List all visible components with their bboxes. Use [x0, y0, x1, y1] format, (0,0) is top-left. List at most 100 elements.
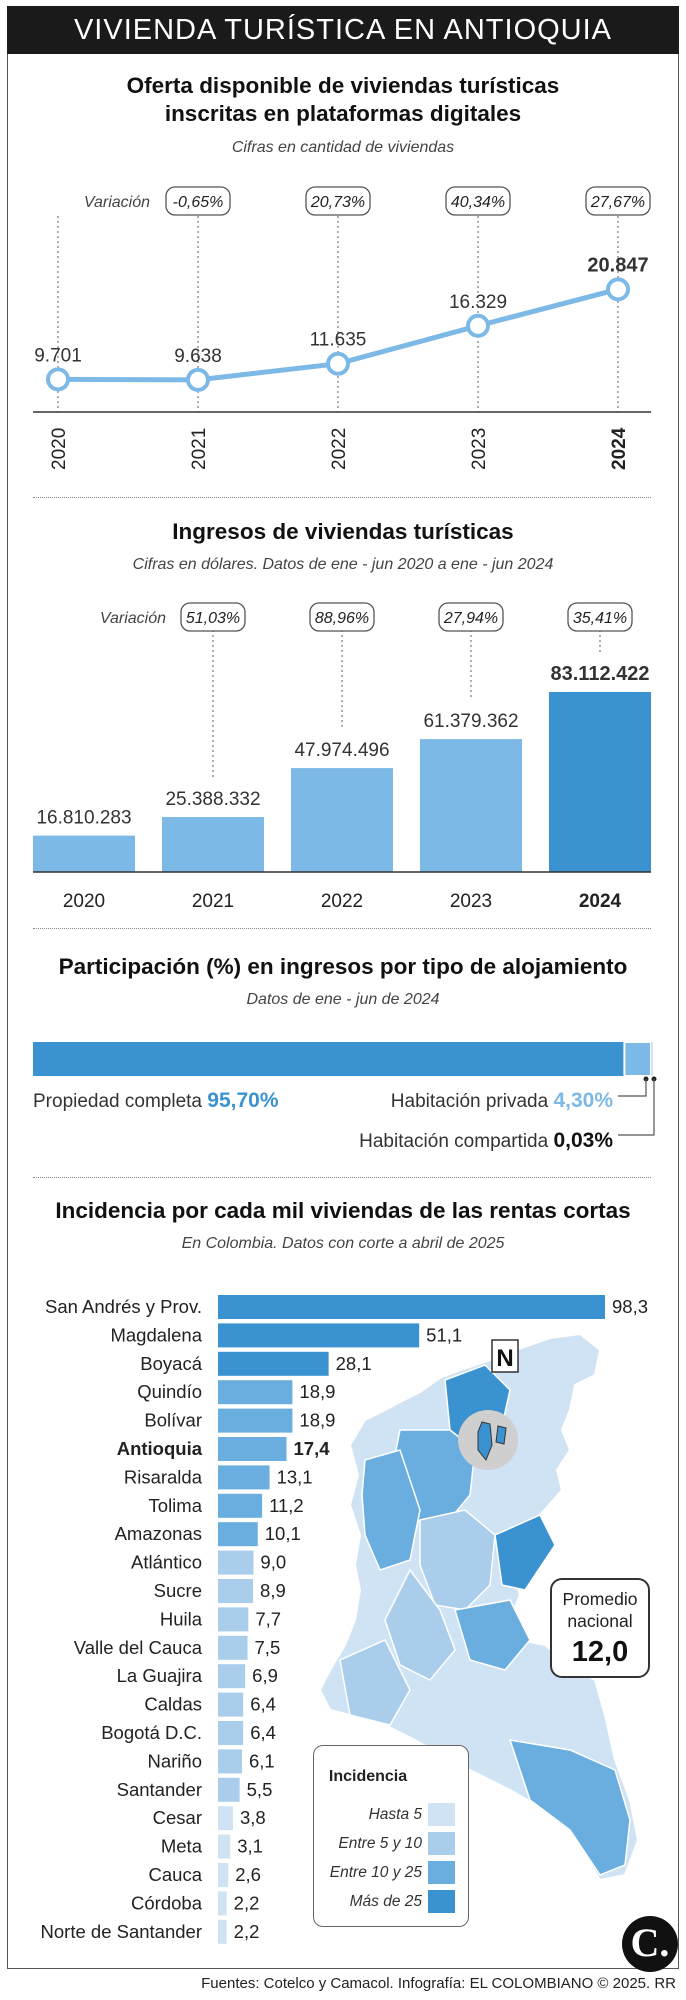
- map-region-santander: [419, 1509, 496, 1611]
- line-chart-title-line1: Oferta disponible de viviendas turística…: [126, 73, 560, 98]
- data-label: 47.974.496: [294, 740, 389, 761]
- legend-label: Más de 25: [349, 1893, 422, 1910]
- colombia-map: N: [318, 1332, 640, 1882]
- x-tick-label: 2021: [189, 428, 210, 470]
- category-label: San Andrés y Prov.: [45, 1296, 202, 1317]
- legend-label: Hasta 5: [368, 1806, 422, 1823]
- variation-pill: [445, 186, 511, 216]
- data-label: 25.388.332: [165, 789, 260, 810]
- x-tick-label: 2020: [49, 428, 70, 470]
- data-label: 5,5: [247, 1779, 273, 1800]
- separator: [33, 928, 651, 929]
- share-segment: [33, 1042, 625, 1076]
- legend-swatch: [428, 1861, 455, 1884]
- average-label: Promedio nacional: [552, 1588, 648, 1632]
- north-arrow: N: [491, 1339, 519, 1373]
- variation-label: Variación: [84, 194, 150, 211]
- data-label: 9.638: [174, 346, 222, 367]
- north-letter: N: [496, 1345, 513, 1372]
- share-value-completa: 95,70%: [207, 1089, 279, 1112]
- variation-value: 27,94%: [443, 610, 498, 627]
- x-tick-label: 2023: [469, 428, 490, 470]
- data-label: 18,9: [299, 1381, 335, 1402]
- category-label: Risaralda: [124, 1466, 203, 1487]
- data-label: 61.379.362: [423, 711, 518, 732]
- variation-pill: [309, 602, 375, 632]
- data-label: 9,0: [260, 1552, 286, 1573]
- variation-pill: [567, 602, 633, 632]
- bar: [218, 1891, 227, 1916]
- data-label: 51,1: [426, 1324, 462, 1345]
- separator: [33, 1177, 651, 1178]
- category-label: Meta: [161, 1836, 203, 1857]
- bar-chart-title: Ingresos de viviendas turísticas: [172, 519, 514, 544]
- line-chart-title: Oferta disponible de viviendas turística…: [0, 72, 686, 128]
- map-region-caldas: [384, 1568, 456, 1681]
- category-label: Caldas: [144, 1694, 202, 1715]
- variation-value: 51,03%: [186, 610, 240, 627]
- legend-title: Incidencia: [328, 1768, 408, 1785]
- variation-label: Variación: [100, 610, 166, 627]
- bar: [162, 817, 264, 872]
- x-tick-label: 2021: [192, 891, 234, 912]
- variation-value: 40,34%: [451, 194, 505, 211]
- share-name-privada: Habitación privada: [390, 1091, 549, 1112]
- variation-value: -0,65%: [173, 194, 224, 211]
- share-chart-title: Participación (%) en ingresos por tipo d…: [58, 954, 628, 979]
- share-chart-subtitle: Datos de ene - jun de 2024: [246, 991, 440, 1008]
- map-legend: Incidencia Hasta 5 Entre 5 y 10 Entre 10…: [313, 1745, 469, 1927]
- bar: [218, 1550, 254, 1575]
- share-segment: [651, 1042, 653, 1076]
- share-chart: [33, 1041, 657, 1136]
- data-label: 3,1: [237, 1836, 263, 1857]
- category-label: Nariño: [148, 1750, 203, 1771]
- map-island-san-andres: [477, 1421, 493, 1461]
- bar: [218, 1465, 270, 1490]
- legend-label: Entre 10 y 25: [329, 1864, 422, 1881]
- bar: [218, 1777, 240, 1802]
- x-tick-label: 2020: [63, 891, 105, 912]
- footer-credits: Fuentes: Cotelco y Camacol. Infografía: …: [201, 1975, 676, 1992]
- data-label: 6,1: [249, 1750, 275, 1771]
- average-box: Promedio nacional 12,0: [550, 1578, 650, 1678]
- variation-pill: [305, 186, 371, 216]
- data-label: 83.112.422: [551, 663, 650, 685]
- bar: [218, 1664, 246, 1689]
- data-label: 16.329: [449, 292, 507, 313]
- bar: [218, 1721, 244, 1745]
- map-region-amazonas: [508, 1739, 631, 1876]
- average-label-line2: nacional: [567, 1611, 633, 1631]
- bar: [218, 1522, 258, 1547]
- share-label-completa: Propiedad completa 95,70%: [33, 1089, 279, 1113]
- bar: [218, 1579, 254, 1603]
- data-label: 8,9: [260, 1580, 286, 1601]
- data-point: [606, 277, 630, 302]
- x-tick-label: 2024: [579, 891, 622, 912]
- bar: [218, 1323, 420, 1348]
- category-label: Boyacá: [140, 1353, 202, 1374]
- header-title: VIVIENDA TURÍSTICA EN ANTIOQUIA: [7, 6, 679, 54]
- variation-value: 20,73%: [310, 194, 365, 211]
- data-label: 7,5: [255, 1637, 281, 1658]
- category-label: La Guajira: [117, 1665, 203, 1686]
- x-tick-label: 2022: [329, 428, 350, 470]
- bar-chart-subtitle: Cifras en dólares. Datos de ene - jun 20…: [132, 556, 554, 573]
- data-label: 18,9: [299, 1410, 335, 1431]
- separator: [33, 497, 651, 498]
- legend-item: Más de 25: [314, 1889, 464, 1915]
- variation-value: 27,67%: [590, 194, 645, 211]
- bar: [218, 1437, 287, 1461]
- bar: [291, 768, 393, 872]
- variation-pill: [180, 602, 246, 632]
- category-label: Santander: [117, 1779, 202, 1800]
- map-region-narino: [339, 1639, 411, 1726]
- variation-pill: [585, 186, 651, 216]
- category-label: Valle del Cauca: [74, 1637, 203, 1658]
- share-segment: [623, 1041, 653, 1077]
- incidence-chart-subtitle: En Colombia. Datos con corte a abril de …: [181, 1235, 505, 1252]
- leader-line: [618, 1079, 655, 1136]
- category-label: Amazonas: [115, 1523, 202, 1544]
- share-label-compartida: Habitación compartida 0,03%: [359, 1129, 613, 1153]
- share-value-compartida: 0,03%: [553, 1129, 613, 1152]
- category-label: Córdoba: [131, 1892, 203, 1913]
